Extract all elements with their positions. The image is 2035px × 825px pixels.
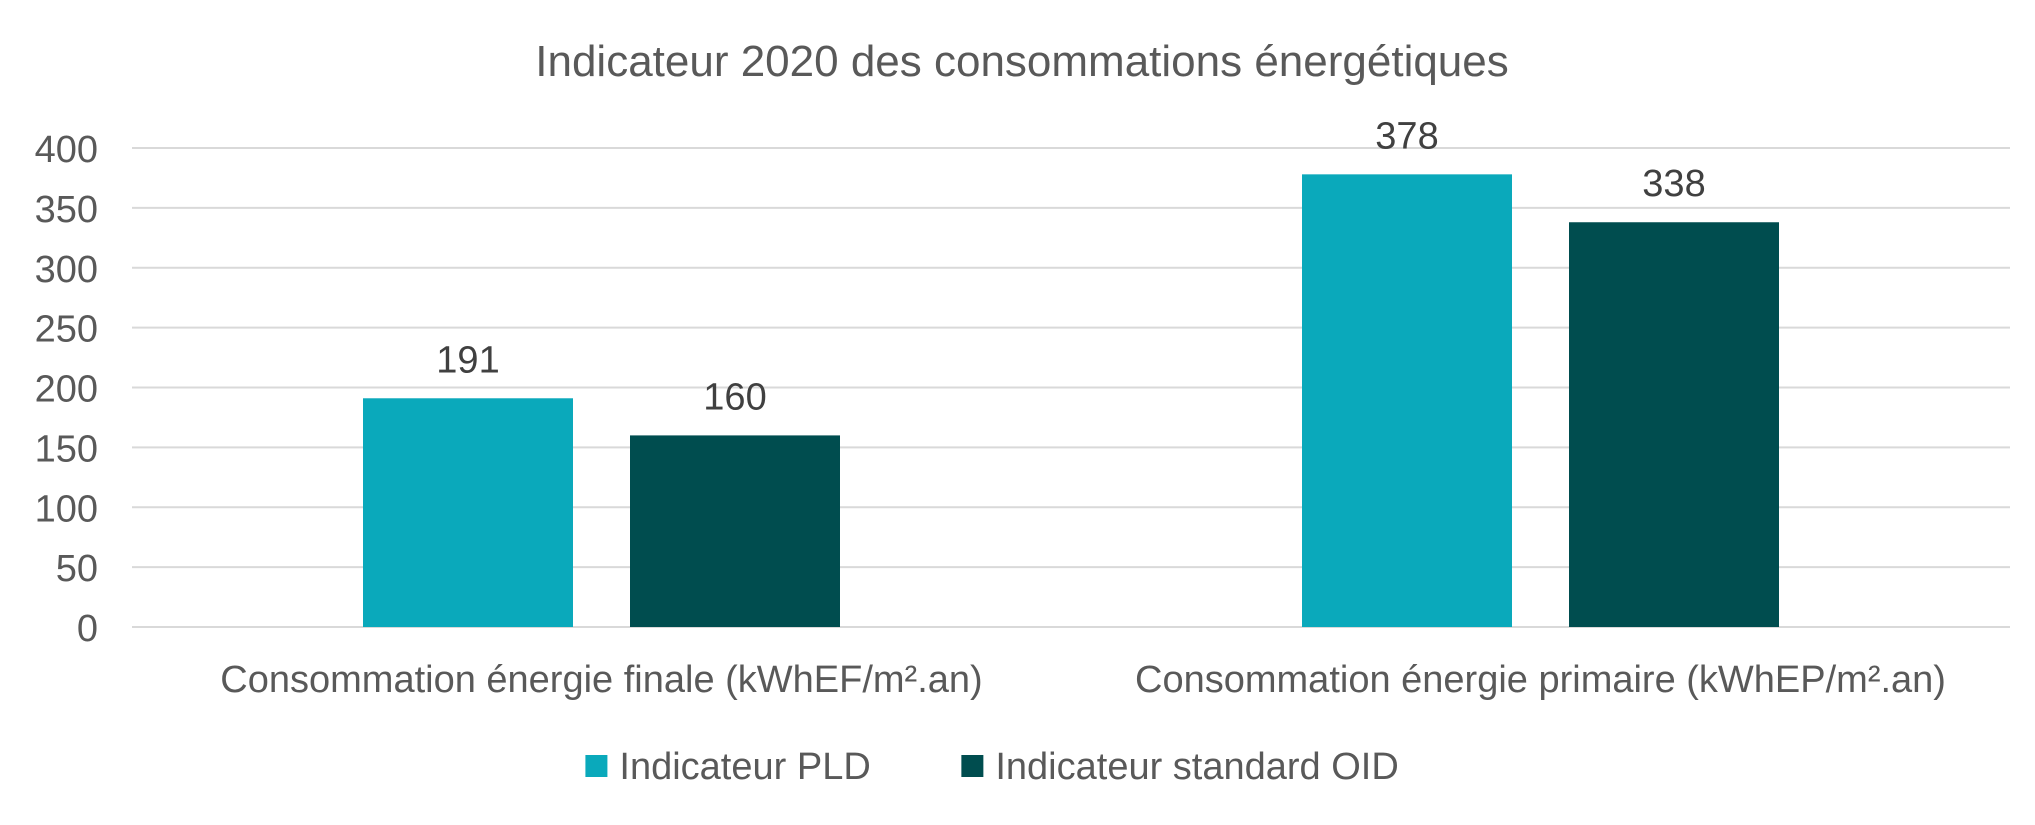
data-label: 160 <box>703 376 766 418</box>
legend: Indicateur PLD Indicateur standard OID <box>585 746 1399 788</box>
bar <box>1569 222 1779 627</box>
x-tick-label: Consommation énergie finale (kWhEF/m².an… <box>220 659 982 701</box>
bar <box>1302 174 1512 627</box>
y-tick-label: 50 <box>56 548 98 590</box>
y-tick-label: 350 <box>35 189 98 231</box>
y-axis-ticks: 0 50 100 150 200 250 300 350 400 <box>35 129 98 650</box>
data-label: 338 <box>1642 163 1705 205</box>
x-tick-label: Consommation énergie primaire (kWhEP/m².… <box>1135 659 1946 701</box>
legend-label: Indicateur PLD <box>619 746 870 788</box>
bar <box>630 435 840 627</box>
data-label: 378 <box>1375 115 1438 157</box>
y-tick-label: 150 <box>35 428 98 470</box>
y-tick-label: 200 <box>35 369 98 411</box>
x-axis-ticks: Consommation énergie finale (kWhEF/m².an… <box>220 659 1946 701</box>
data-label: 191 <box>436 339 499 381</box>
legend-swatch <box>585 755 608 777</box>
chart-title: Indicateur 2020 des consommations énergé… <box>535 37 1509 86</box>
bar <box>363 398 573 627</box>
y-tick-label: 300 <box>35 249 98 291</box>
legend-label: Indicateur standard OID <box>995 746 1398 788</box>
y-tick-label: 0 <box>77 608 98 650</box>
legend-swatch <box>961 755 984 777</box>
y-tick-label: 250 <box>35 309 98 351</box>
y-tick-label: 100 <box>35 488 98 530</box>
y-tick-label: 400 <box>35 129 98 171</box>
bars <box>363 174 1779 627</box>
data-labels: 191 160 378 338 <box>436 115 1705 418</box>
